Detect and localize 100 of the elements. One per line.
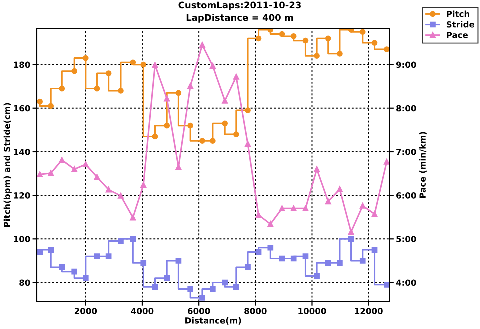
y2-tick-label: 4:00 [396, 280, 416, 286]
y2-tick-label: 9:00 [396, 62, 416, 68]
point [348, 229, 354, 236]
point [59, 264, 66, 270]
chart-subtitle: LapDistance = 400 m [186, 14, 294, 23]
point [94, 86, 100, 92]
point [210, 138, 216, 144]
point [222, 120, 228, 127]
y2-tick-label: 6:00 [396, 192, 416, 199]
point [48, 103, 54, 110]
point [164, 96, 170, 102]
legend-label: Pace [447, 32, 468, 38]
point [325, 198, 332, 205]
point [234, 284, 240, 290]
y-tick-label: 140 [14, 148, 30, 156]
point [37, 98, 43, 105]
x-tick-label: 2000 [74, 308, 98, 314]
point [200, 295, 206, 301]
point [360, 29, 366, 36]
point [200, 138, 206, 144]
point [140, 260, 147, 266]
point [130, 236, 136, 242]
y-tick-label: 180 [14, 62, 30, 68]
x-tick-label: 6000 [188, 308, 210, 314]
y-tick-label: 80 [20, 280, 30, 286]
point [314, 166, 320, 172]
point [164, 122, 170, 129]
point [245, 264, 251, 270]
point [290, 256, 297, 262]
point [130, 214, 136, 221]
point [302, 254, 309, 260]
point [337, 50, 343, 57]
point [256, 36, 262, 42]
point [279, 31, 286, 38]
point [140, 182, 147, 188]
point [37, 172, 43, 178]
point [290, 34, 297, 40]
point [82, 55, 89, 62]
point [140, 62, 147, 68]
legend-label: Pitch [447, 10, 470, 18]
point [188, 122, 194, 129]
point [94, 254, 100, 260]
point [72, 166, 78, 172]
point [314, 273, 320, 280]
y2-tick-label: 8:00 [396, 105, 416, 112]
point [59, 157, 66, 164]
point [256, 212, 262, 218]
x-tick-label: 8000 [244, 308, 267, 314]
point [106, 254, 112, 260]
point [118, 88, 124, 94]
point [384, 282, 390, 288]
point [118, 238, 124, 244]
y-tick-label: 100 [14, 236, 30, 242]
point [234, 132, 240, 138]
point [210, 286, 216, 292]
point [48, 247, 54, 253]
point [290, 206, 297, 212]
point [106, 186, 112, 193]
point [372, 40, 378, 46]
point [210, 63, 216, 70]
point [48, 170, 54, 176]
y2-tick-label: 5:00 [396, 236, 416, 242]
point [279, 256, 286, 262]
point [130, 60, 136, 66]
point [72, 268, 78, 275]
point [314, 53, 320, 59]
y-axis-title: Pitch(bpm) and Stride(cm) [4, 103, 12, 227]
y2-tick-label: 7:00 [396, 148, 416, 156]
x-tick-label: 4000 [131, 308, 154, 314]
point [106, 70, 112, 76]
x-tick-label: 12000 [355, 308, 383, 314]
point [222, 280, 228, 286]
point [72, 68, 78, 74]
x-axis-title: Distance(m) [186, 317, 242, 325]
point [268, 244, 274, 251]
point [360, 258, 366, 264]
point [384, 46, 390, 52]
point [152, 134, 158, 140]
point [37, 249, 43, 256]
y-tick-label: 120 [14, 192, 30, 199]
point [188, 286, 194, 292]
point [176, 258, 182, 264]
point [268, 221, 274, 228]
point [59, 86, 66, 92]
point [325, 260, 332, 266]
point [325, 36, 332, 42]
point [302, 38, 309, 44]
point [337, 260, 343, 266]
point [188, 83, 194, 90]
y-tick-label: 160 [14, 105, 30, 112]
point [152, 284, 158, 290]
point [302, 206, 309, 212]
point [372, 247, 378, 253]
point [94, 174, 100, 180]
point [176, 90, 182, 96]
x-tick-label: 10000 [298, 308, 326, 314]
point [200, 42, 206, 48]
point [348, 236, 354, 242]
point [82, 275, 89, 282]
legend-label: Stride [446, 21, 474, 28]
